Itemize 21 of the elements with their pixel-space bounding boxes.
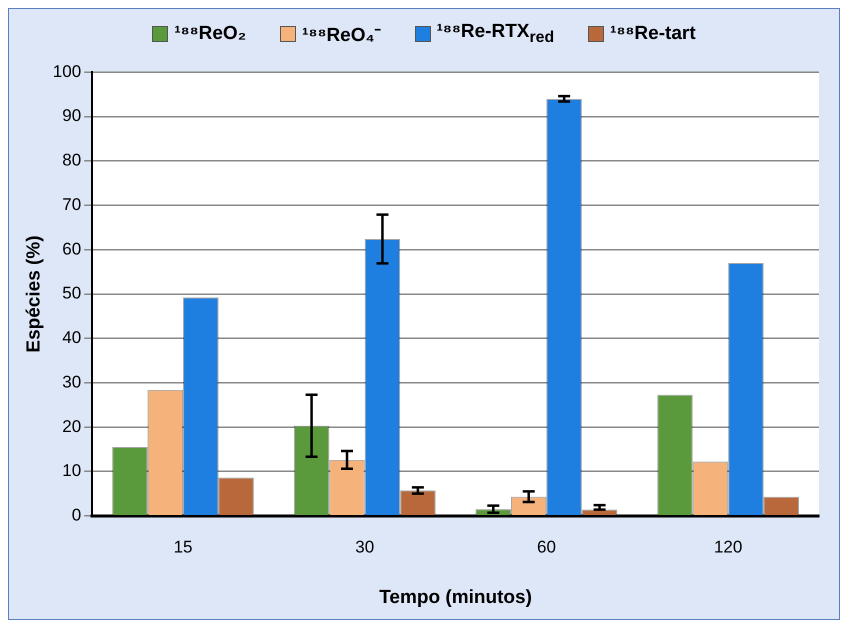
x-tick-label: 120 bbox=[714, 538, 742, 557]
y-tick-label: 90 bbox=[62, 106, 82, 126]
x-axis-title: Tempo (minutos) bbox=[379, 586, 532, 608]
legend-label: ¹⁸⁸Re-tart bbox=[610, 23, 696, 45]
x-tick-label: 30 bbox=[355, 538, 374, 557]
x-tick-label: 60 bbox=[536, 538, 556, 557]
y-axis-title: Espécies (%) bbox=[24, 235, 45, 353]
y-tick-label: 80 bbox=[62, 150, 82, 170]
y-tick-label: 10 bbox=[62, 461, 82, 480]
y-tick-label: 30 bbox=[62, 372, 82, 392]
legend-label: ¹⁸⁸ReO₂ bbox=[174, 23, 246, 45]
y-tick-label: 100 bbox=[52, 62, 82, 81]
legend-label: ¹⁸⁸Re-RTX$_{red}$ bbox=[436, 21, 554, 47]
x-tick-label: 15 bbox=[174, 538, 192, 557]
y-tick-label: 60 bbox=[62, 239, 82, 258]
y-tick-label: 0 bbox=[72, 505, 82, 524]
y-tick-label: 40 bbox=[62, 328, 82, 348]
y-tick-label: 70 bbox=[62, 194, 82, 214]
legend-label: ¹⁸⁸ReO₄⁻ bbox=[302, 24, 381, 47]
y-tick-label: 50 bbox=[62, 284, 82, 303]
y-tick-label: 20 bbox=[62, 416, 82, 436]
